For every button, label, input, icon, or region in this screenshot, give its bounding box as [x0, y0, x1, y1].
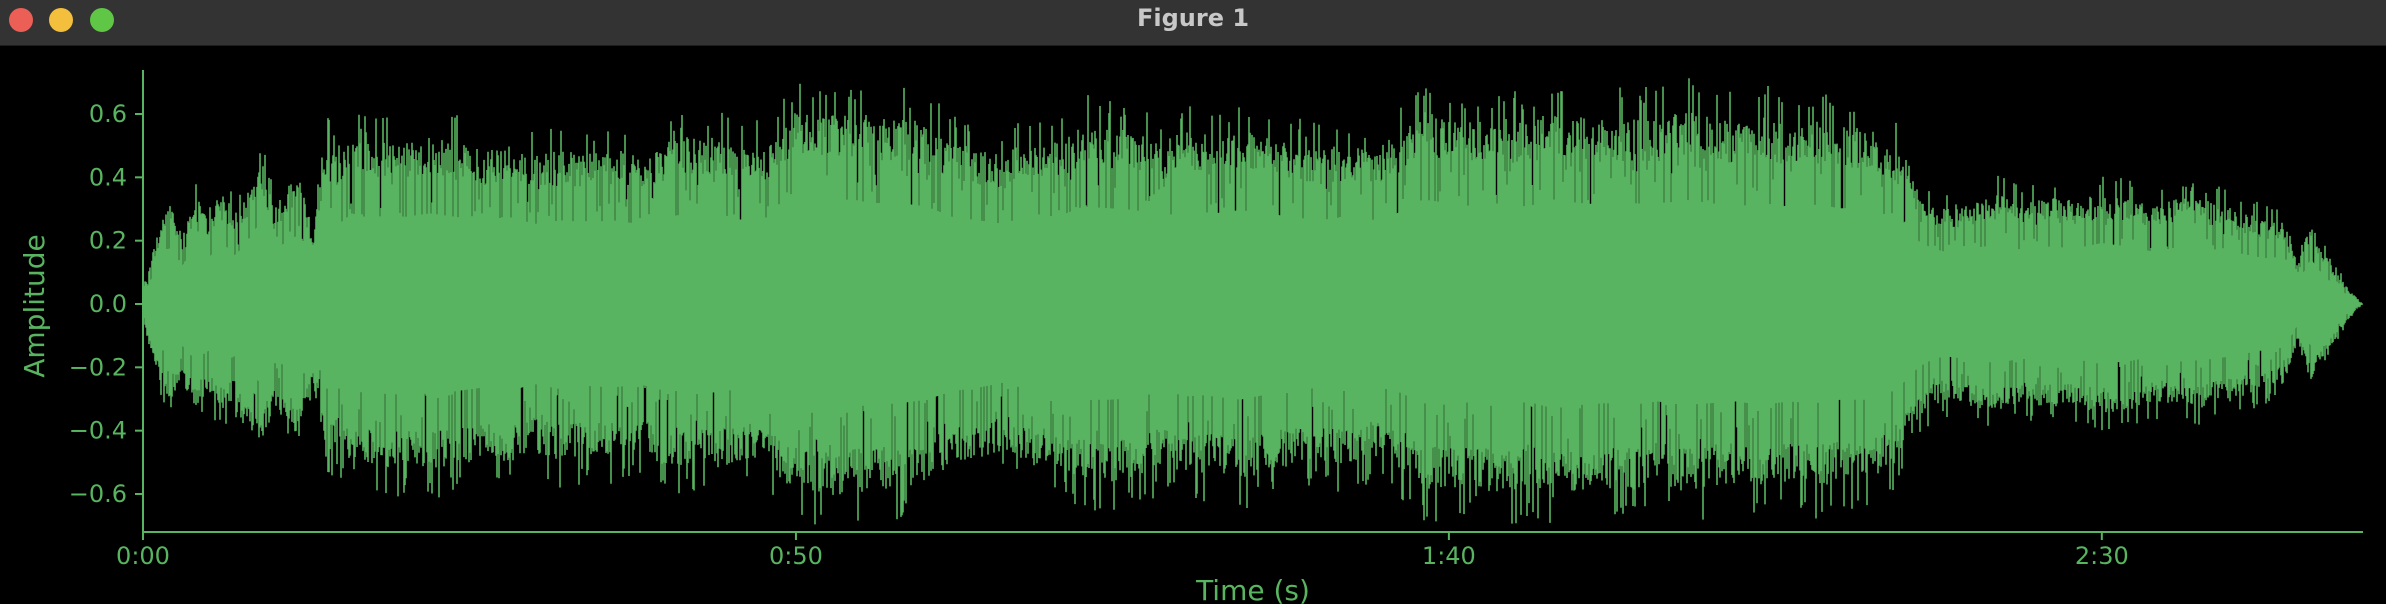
- waveform-plot: 0:00 0:50 1:40 2:30 0.6 0.4 0.2 0.0 −0.2 −0.4 −0.6…: [0, 46, 2386, 604]
- zoom-window-button[interactable]: [90, 8, 114, 32]
- waveform-core: [143, 199, 2363, 409]
- title-bar: Figure 1: [0, 0, 2386, 46]
- y-tick-label: 0.6: [89, 100, 127, 128]
- y-tick-label: −0.4: [69, 417, 127, 445]
- waveform-series: [142, 78, 2363, 525]
- x-tick-label: 0:00: [116, 542, 170, 570]
- y-tick-label: 0.4: [89, 163, 127, 191]
- x-axis-label: Time (s): [1195, 574, 1310, 604]
- y-axis-label: Amplitude: [18, 234, 51, 378]
- x-tick-label: 0:50: [769, 542, 823, 570]
- y-tick-label: 0.2: [89, 227, 127, 255]
- waveform-chart: 0:00 0:50 1:40 2:30 0.6 0.4 0.2 0.0 −0.2 −0.4 −0.6…: [18, 70, 2363, 604]
- window-title: Figure 1: [1136, 4, 1250, 32]
- y-tick-label: −0.6: [69, 480, 127, 508]
- minimize-window-button[interactable]: [49, 8, 73, 32]
- x-tick-label: 1:40: [1422, 542, 1476, 570]
- y-tick-label: −0.2: [69, 353, 127, 381]
- x-tick-label: 2:30: [2075, 542, 2129, 570]
- y-tick-label: 0.0: [89, 290, 127, 318]
- close-window-button[interactable]: [9, 8, 33, 32]
